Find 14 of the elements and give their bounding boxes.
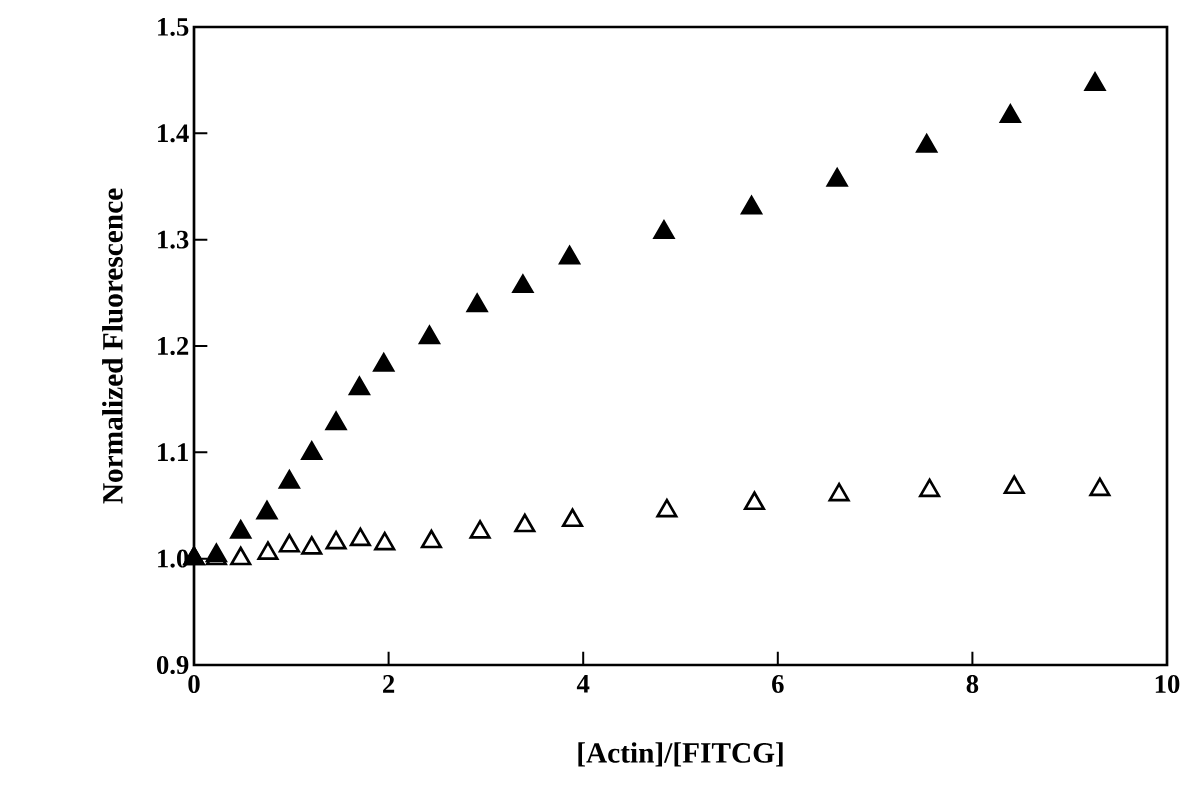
y-tick-label: 1.1 — [158, 443, 188, 462]
y-tick-label: 0.9 — [156, 655, 189, 675]
y-tick-label: 1.5 — [158, 18, 189, 36]
x-axis-title: [Actin]/[FITCG] — [578, 742, 783, 767]
y-tick-label: 1.2 — [158, 337, 189, 356]
x-tick-label: 8 — [966, 675, 979, 694]
x-tick-label: 4 — [576, 675, 590, 693]
y-tick-label: 1.3 — [158, 230, 189, 249]
x-tick-label: 0 — [188, 675, 200, 694]
x-tick-label: 6 — [772, 675, 784, 693]
x-tick-label: 10 — [1155, 675, 1180, 694]
x-tick-label: 2 — [383, 675, 395, 693]
y-axis-title: Normalized Fluorescence — [102, 188, 123, 504]
y-tick-label: 1.4 — [158, 124, 189, 143]
